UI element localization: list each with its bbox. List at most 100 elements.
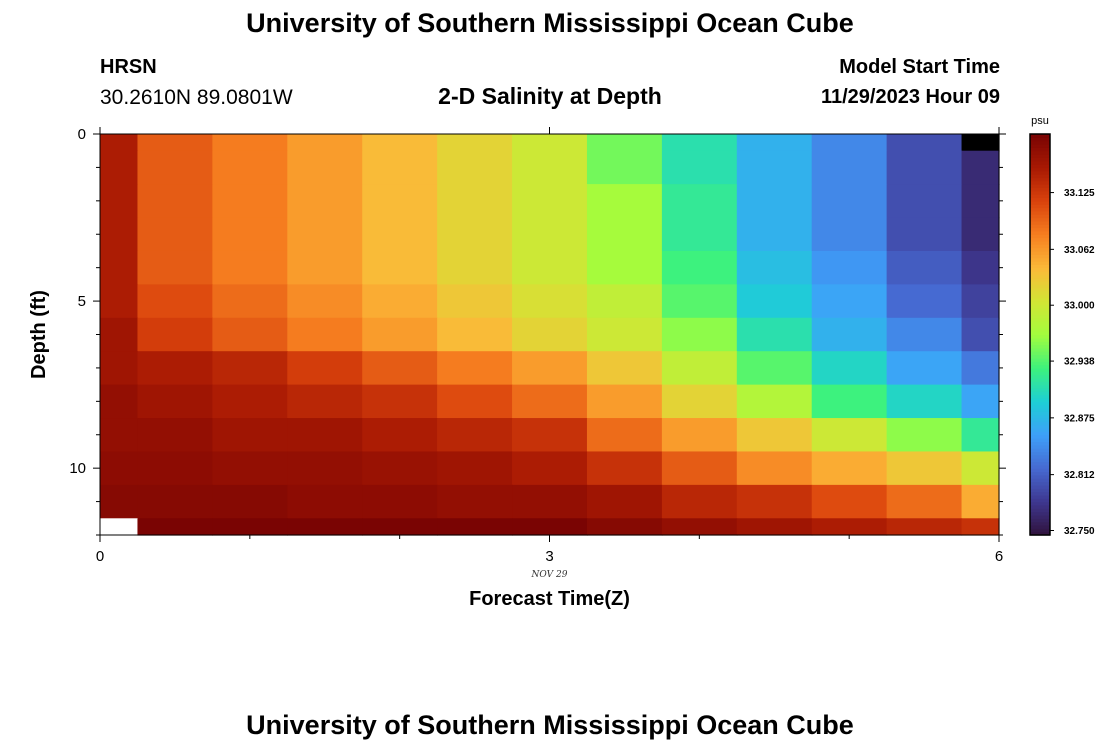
colorbar-segment bbox=[1030, 357, 1050, 362]
heatmap-cell bbox=[100, 518, 139, 536]
colorbar-segment bbox=[1030, 214, 1050, 219]
colorbar-segment bbox=[1030, 331, 1050, 336]
colorbar-segment bbox=[1030, 134, 1050, 138]
heatmap-cell bbox=[811, 184, 888, 219]
page-title: University of Southern Mississippi Ocean… bbox=[246, 8, 854, 38]
heatmap-cell bbox=[512, 518, 588, 536]
heatmap-cell bbox=[811, 518, 888, 536]
x-tick-label: 6 bbox=[995, 548, 1003, 565]
colorbar-segment bbox=[1030, 220, 1050, 225]
heatmap-cell bbox=[586, 250, 663, 285]
colorbar-segment bbox=[1030, 317, 1050, 322]
heatmap-cell bbox=[586, 217, 663, 252]
heatmap-cell bbox=[212, 150, 288, 185]
heatmap-cell bbox=[100, 384, 139, 419]
station-id: HRSN bbox=[100, 56, 157, 78]
colorbar-segment bbox=[1030, 274, 1050, 279]
heatmap-cell bbox=[586, 484, 663, 519]
colorbar-segment bbox=[1030, 387, 1050, 392]
heatmap-cell bbox=[212, 317, 288, 352]
colorbar: 32.750 32.812 32.875 32.938 33.000 33.062 33.1… bbox=[1029, 133, 1095, 537]
heatmap-cell bbox=[212, 484, 288, 519]
colorbar-segment bbox=[1030, 498, 1050, 503]
colorbar-segment bbox=[1030, 240, 1050, 245]
colorbar-segment bbox=[1030, 250, 1050, 255]
heatmap-cell bbox=[512, 134, 588, 152]
colorbar-segment bbox=[1030, 347, 1050, 352]
colorbar-segment bbox=[1030, 147, 1050, 152]
colorbar-segment bbox=[1030, 474, 1050, 479]
colorbar-segment bbox=[1030, 294, 1050, 299]
heatmap-cell bbox=[736, 451, 813, 486]
heatmap-cell bbox=[512, 418, 588, 453]
heatmap-cell bbox=[287, 317, 363, 352]
heatmap-cell bbox=[811, 217, 888, 252]
heatmap-cell bbox=[137, 250, 213, 285]
colorbar-segment bbox=[1030, 271, 1050, 275]
heatmap-cell bbox=[661, 451, 738, 486]
heatmap-cell bbox=[287, 284, 363, 319]
heatmap-cell bbox=[212, 351, 288, 386]
heatmap-cell bbox=[137, 351, 213, 386]
colorbar-segment bbox=[1030, 321, 1050, 326]
heatmap-cell bbox=[437, 134, 513, 152]
colorbar-segment bbox=[1030, 200, 1050, 205]
heatmap-cell bbox=[287, 384, 363, 419]
heatmap-cell bbox=[586, 451, 663, 486]
y-tick-label: 5 bbox=[78, 293, 86, 310]
heatmap-cell bbox=[512, 484, 588, 519]
heatmap-cell bbox=[512, 217, 588, 252]
colorbar-segment bbox=[1030, 404, 1050, 409]
colorbar-segment bbox=[1030, 488, 1050, 493]
heatmap-cell bbox=[287, 217, 363, 252]
heatmap-cell bbox=[811, 351, 888, 386]
colorbar-segment bbox=[1030, 180, 1050, 185]
colorbar-segment bbox=[1030, 504, 1050, 509]
colorbar-segment bbox=[1030, 428, 1050, 433]
heatmap-cell bbox=[137, 518, 213, 536]
colorbar-segment bbox=[1030, 314, 1050, 319]
heatmap-cell bbox=[137, 150, 213, 185]
colorbar-segment bbox=[1030, 197, 1050, 202]
heatmap-cell bbox=[961, 150, 1000, 185]
heatmap-cell bbox=[100, 250, 139, 285]
heatmap-cell bbox=[811, 134, 888, 152]
colorbar-segment bbox=[1030, 207, 1050, 212]
heatmap-cell bbox=[661, 217, 738, 252]
salinity-heatmap-chart: 0 3 6 0 5 10 Forecast Time(Z) Depth (ft) NOV … bbox=[28, 115, 1095, 610]
heatmap-cell bbox=[961, 250, 1000, 285]
model-start-value: 11/29/2023 Hour 09 bbox=[820, 86, 1000, 108]
colorbar-frame bbox=[1029, 133, 1051, 536]
heatmap-cell bbox=[961, 284, 1000, 319]
heatmap-cell bbox=[736, 317, 813, 352]
heatmap-cell bbox=[886, 518, 963, 536]
heatmap-cell bbox=[212, 250, 288, 285]
colorbar-segment bbox=[1030, 237, 1050, 242]
heatmap-cell bbox=[586, 284, 663, 319]
colorbar-segment bbox=[1030, 227, 1050, 232]
heatmap-cell bbox=[287, 150, 363, 185]
chart-subtitle: 2-D Salinity at Depth bbox=[438, 83, 662, 109]
heatmap-cell bbox=[811, 250, 888, 285]
colorbar-segment bbox=[1030, 174, 1050, 179]
colorbar-segment bbox=[1030, 458, 1050, 463]
axes: 0 3 6 0 5 10 bbox=[69, 126, 1006, 565]
colorbar-segment bbox=[1030, 351, 1050, 356]
heatmap-cell bbox=[811, 484, 888, 519]
colorbar-tick-label: 33.125 bbox=[1064, 188, 1095, 199]
heatmap-cell bbox=[886, 451, 963, 486]
heatmap-cell bbox=[736, 217, 813, 252]
heatmap-cell bbox=[362, 184, 438, 219]
heatmap-cell bbox=[961, 317, 1000, 352]
colorbar-tick-label: 33.062 bbox=[1064, 245, 1095, 256]
colorbar-segment bbox=[1030, 448, 1050, 453]
colorbar-segment bbox=[1030, 247, 1050, 252]
heatmap-cell bbox=[886, 150, 963, 185]
colorbar-segment bbox=[1030, 327, 1050, 332]
colorbar-segment bbox=[1030, 414, 1050, 419]
colorbar-segment bbox=[1030, 281, 1050, 285]
heatmap-cell bbox=[736, 418, 813, 453]
heatmap-cell bbox=[661, 284, 738, 319]
colorbar-segment bbox=[1030, 244, 1050, 249]
colorbar-segment bbox=[1030, 210, 1050, 215]
